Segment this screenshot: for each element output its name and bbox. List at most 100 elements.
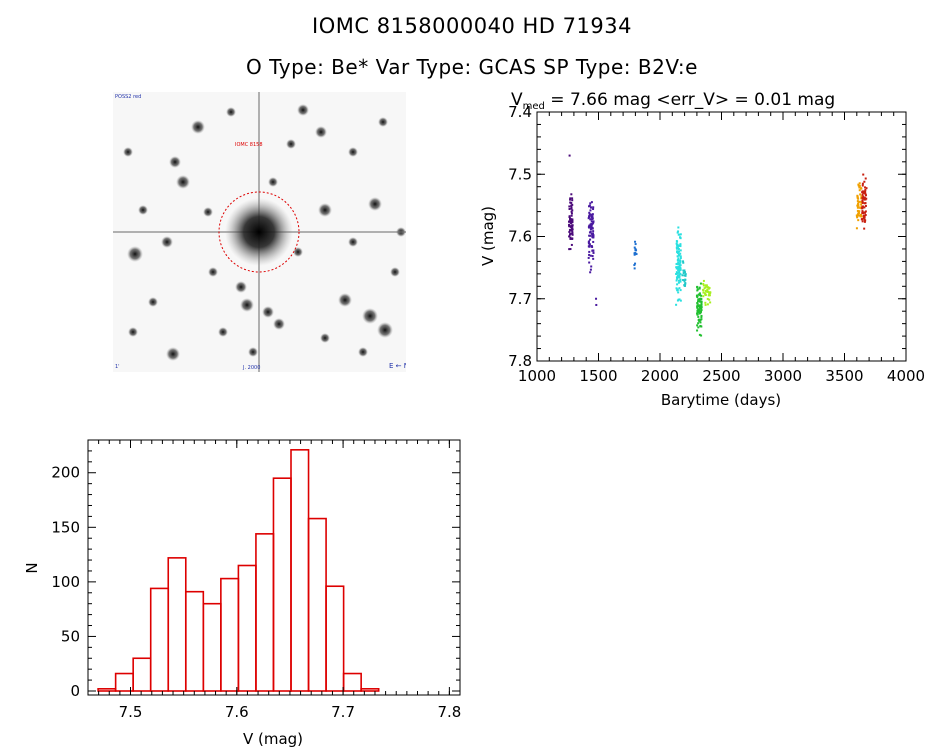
field-star [320,333,330,343]
light-curve-point [588,226,591,229]
light-curve-point [590,201,593,204]
light-curve-point [569,219,572,222]
light-curve-point [677,265,680,268]
field-star [148,297,158,307]
light-curve-point [676,288,679,291]
light-curve-point [700,318,703,321]
histogram-xtick-label: 7.7 [331,703,355,721]
light-curve-point [682,272,685,275]
light-curve-point [634,262,637,265]
light-curve-point [856,200,859,203]
light-curve-point [675,271,678,274]
light-curve-point [697,326,700,329]
light-curve-point [859,193,862,196]
light-curve-point [570,227,573,230]
light-curve-point [634,240,637,243]
light-curve-point [704,286,707,289]
light-curve-point [699,324,702,327]
light-curve-point [705,284,708,287]
light-curve-point [588,214,591,217]
light-curve-point [860,213,863,216]
light-curve-point [697,298,700,301]
light-curve-point [863,220,866,223]
light-curve-ylabel: V (mag) [479,206,497,266]
light-curve-point [860,187,863,190]
light-curve-point [568,223,571,226]
histogram-xtick-label: 7.8 [437,703,461,721]
light-curve-point [589,254,592,257]
light-curve-point [861,220,864,223]
field-star [268,177,278,187]
light-curve-point [569,197,572,200]
light-curve-point [679,249,682,252]
light-curve-point [588,261,591,264]
light-curve-point [858,184,861,187]
histogram-panel: 7.5 7.6 7.7 7.8 0 50 100 150 200 V (mag) N [23,439,461,747]
light-curve-point [679,252,682,255]
light-curve-point [635,249,638,252]
light-curve-points [568,154,868,337]
light-curve-point [698,299,701,302]
histogram-bar [149,587,170,692]
light-curve-point [569,236,572,239]
light-curve-point [862,195,865,198]
light-curve-point [681,274,684,277]
histogram-bar [325,585,345,692]
light-curve-point [704,292,707,295]
light-curve-point [588,245,591,248]
light-curve-point [677,281,680,284]
light-curve-point [589,226,592,229]
target-star [225,198,293,266]
light-curve-point [589,223,592,226]
light-curve-point [700,334,703,337]
light-curve-point [570,207,573,210]
light-curve-point [702,279,705,282]
light-curve-point [570,204,573,207]
light-curve-point [696,313,699,316]
light-curve-point [634,243,637,246]
light-curve-point [588,213,591,216]
histogram-bar [167,557,187,692]
light-curve-point [700,316,703,319]
light-curve-point [698,311,701,314]
light-curve-point [698,319,701,322]
light-curve-point [571,203,574,206]
light-curve-point [676,283,679,286]
light-curve-point [570,212,573,215]
light-curve-point [676,246,679,249]
light-curve-point [590,215,593,218]
light-curve-point [677,269,680,272]
field-star [203,207,213,217]
light-curve-point [679,272,682,275]
light-curve-point [859,200,862,203]
light-curve-point [633,264,636,267]
light-curve-point [706,286,709,289]
light-curve-point [702,291,705,294]
field-star [318,203,332,217]
light-curve-point [857,183,860,186]
light-curve-point [570,210,573,213]
light-curve-point [860,218,863,221]
light-curve-point [705,285,708,288]
histogram-bar [237,564,257,692]
light-curve-point [569,248,572,251]
field-star [235,281,247,293]
light-curve-point [700,303,703,306]
field-star [248,347,258,357]
light-curve-point [568,208,571,211]
light-curve-point [591,249,594,252]
light-curve-point [676,299,679,302]
light-curve-ytick-label: 7.5 [508,165,532,183]
light-curve-point [864,214,867,217]
light-curve-point [683,280,686,283]
light-curve-point [569,217,572,220]
light-curve-point [682,260,685,263]
light-curve-point [699,321,702,324]
light-curve-xtick-label: 2000 [641,367,679,385]
light-curve-point [863,196,866,199]
light-curve-point [633,253,636,256]
light-curve-point [857,203,860,206]
light-curve-point [859,206,862,209]
light-curve-point [678,233,681,236]
light-curve-point [861,207,864,210]
